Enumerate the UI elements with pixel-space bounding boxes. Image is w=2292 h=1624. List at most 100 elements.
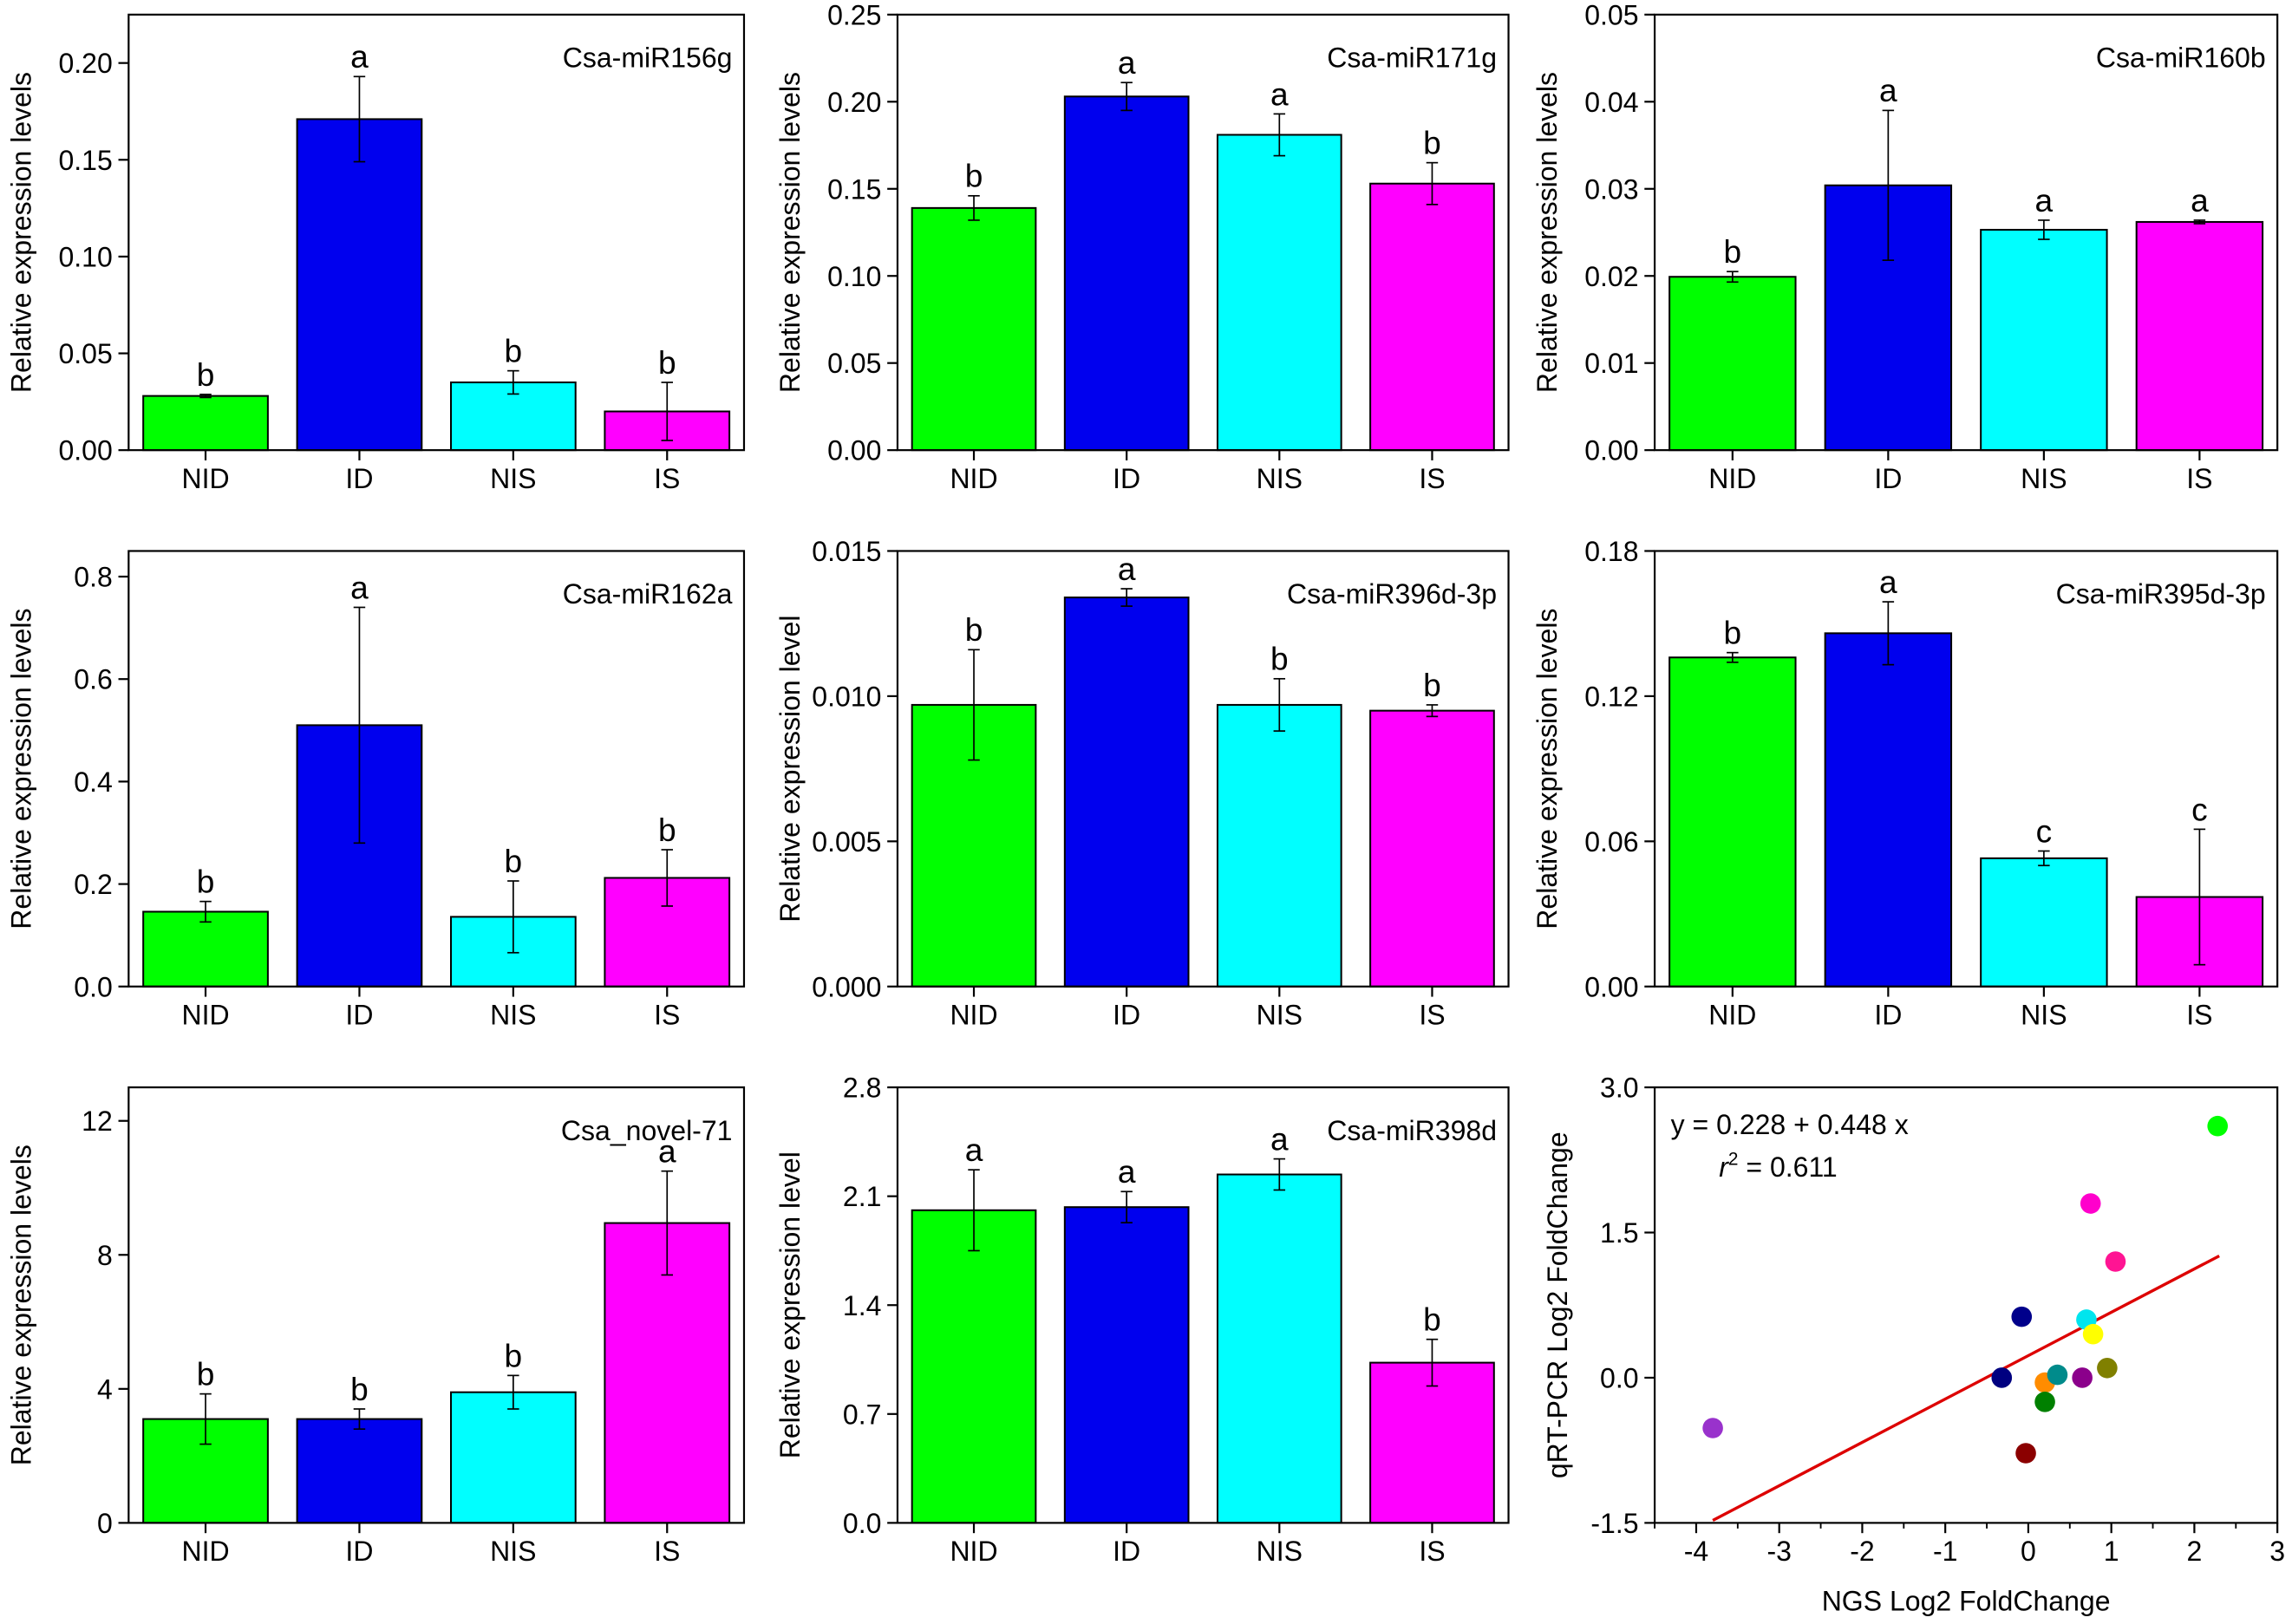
x-tick-label-nid: NID [1708, 463, 1756, 494]
x-tick-label-nid: NID [181, 463, 229, 494]
y-axis-label: Relative expression level [774, 1151, 806, 1458]
y-tick-label: 0.10 [827, 261, 881, 292]
y-tick-label: 2.1 [843, 1181, 882, 1212]
bar-id [296, 1418, 423, 1524]
chart-title: Csa-miR160b [2096, 42, 2266, 74]
significance-letter-id: a [1118, 551, 1136, 587]
x-tick-label: -1 [1933, 1536, 1957, 1567]
y-tick-label: 0.18 [1584, 536, 1638, 567]
x-tick-label-id: ID [1874, 463, 1902, 494]
significance-letter-nid: b [197, 864, 215, 900]
error-bar-id [353, 1408, 366, 1431]
error-bar-is [1426, 704, 1439, 718]
y-tick-label: 0.00 [1584, 971, 1638, 1002]
error-bar-nis [507, 1374, 519, 1410]
significance-letter-nis: a [2035, 182, 2054, 218]
r-exponent: 2 [1728, 1149, 1739, 1169]
y-tick-label: 0.00 [1584, 435, 1638, 466]
y-tick-label: 0.00 [58, 435, 112, 466]
bar-id [1824, 632, 1953, 988]
data-point-1 [2207, 1115, 2229, 1137]
error-bar-nis [2038, 219, 2050, 240]
chart-title: Csa-miR171g [1327, 42, 1497, 74]
error-bar-id [1882, 109, 1895, 261]
significance-letter-nis: a [1270, 1120, 1289, 1157]
plot-frame [1653, 550, 2279, 988]
y-axis-label: Relative expression levels [5, 72, 36, 393]
y-tick-label: 0.8 [74, 562, 113, 593]
significance-letter-is: b [658, 344, 676, 381]
error-bar-nis [1273, 113, 1286, 157]
plot-frame [127, 550, 746, 988]
significance-letter-nid: b [965, 158, 983, 194]
error-bar-nid [968, 194, 980, 221]
error-bar-nis [507, 369, 519, 395]
plot-frame [896, 550, 1510, 988]
error-bar-id [1120, 588, 1133, 607]
error-bar-id [1120, 1190, 1133, 1223]
data-point-4 [2011, 1306, 2033, 1327]
x-tick-label-is: IS [654, 463, 680, 494]
r-squared-label: r2 = 0.611 [1719, 1149, 1837, 1182]
error-bar-id [1882, 601, 1895, 666]
data-point-6 [2082, 1323, 2104, 1345]
x-tick-label-nis: NIS [1257, 1000, 1303, 1031]
error-bar-nid [1727, 651, 1739, 663]
error-bar-id [353, 606, 366, 845]
bar-nid [1668, 656, 1797, 988]
significance-letter-is: c [2191, 791, 2208, 827]
chart-title: Csa-miR162a [563, 578, 733, 610]
significance-letter-id: a [1118, 44, 1136, 81]
panel-correlation-scatter: -4 -3 -2 -1 0 1 2 3 -1.5 0.0 1.5 3.0 NGS Log2 FoldCh… [1542, 1073, 2285, 1617]
x-tick-label-id: ID [1113, 463, 1140, 494]
y-tick-label: 12 [82, 1105, 113, 1137]
x-tick-label-id: ID [345, 463, 373, 494]
error-bar-nis [2038, 850, 2050, 867]
y-tick-label: 0.25 [827, 0, 881, 30]
significance-letter-is: b [1423, 1301, 1441, 1338]
chart-title: Csa-miR398d [1327, 1115, 1497, 1146]
error-bar-nid [199, 900, 212, 923]
y-axis-label: Relative expression levels [5, 1145, 36, 1465]
y-tick-label: 4 [97, 1373, 113, 1405]
significance-letter-nis: b [505, 1337, 523, 1373]
x-tick-label: 2 [2186, 1536, 2202, 1567]
x-tick-label-nid: NID [181, 1536, 229, 1567]
error-bar-is [1426, 1338, 1439, 1387]
significance-letter-is: b [658, 812, 676, 848]
y-tick-label: 0.03 [1584, 173, 1638, 205]
x-tick-label: 1 [2104, 1536, 2119, 1567]
x-tick-label-id: ID [345, 1536, 373, 1567]
y-tick-label: 0.15 [827, 173, 881, 205]
x-tick-label-nis: NIS [490, 1000, 536, 1031]
x-tick-label-is: IS [1419, 1000, 1445, 1031]
panel-csa-mir160b: b a a a 0.00 0.01 0.02 0.03 0.04 0.05 NID ID NIS IS Cs… [1531, 0, 2279, 494]
error-bar-is [2193, 828, 2206, 966]
x-tick-label: -2 [1850, 1536, 1874, 1567]
plot-frame [1653, 13, 2279, 452]
y-tick-label: 0.15 [58, 145, 112, 176]
x-tick-label-id: ID [1874, 1000, 1902, 1031]
x-tick-label-is: IS [2186, 463, 2212, 494]
y-tick-label: 0.20 [827, 87, 881, 118]
x-tick-label-nis: NIS [1257, 1536, 1303, 1567]
error-bar-is [661, 849, 674, 907]
y-tick-label: 0.005 [812, 826, 881, 858]
y-tick-label: 0.02 [1584, 261, 1638, 292]
plot-frame [1653, 1086, 2279, 1524]
significance-letter-nis: a [1270, 75, 1289, 112]
bar-nis [1980, 228, 2108, 452]
error-bar-is [1426, 161, 1439, 205]
x-tick-label-nid: NID [950, 1000, 997, 1031]
significance-letter-id: a [1879, 72, 1897, 108]
significance-letter-nis: b [505, 843, 523, 879]
x-tick-label-id: ID [345, 1000, 373, 1031]
significance-letter-nid: a [965, 1132, 983, 1168]
panel-csa-mir156g: b a b b 0.00 0.05 0.10 0.15 0.20 NID ID NIS IS Csa-mi… [5, 13, 746, 494]
significance-letter-id: a [1118, 1153, 1136, 1190]
bar-nid [911, 206, 1037, 452]
y-tick-label: 0.01 [1584, 348, 1638, 379]
bar-id [1063, 95, 1190, 452]
bar-nis [449, 1391, 577, 1524]
